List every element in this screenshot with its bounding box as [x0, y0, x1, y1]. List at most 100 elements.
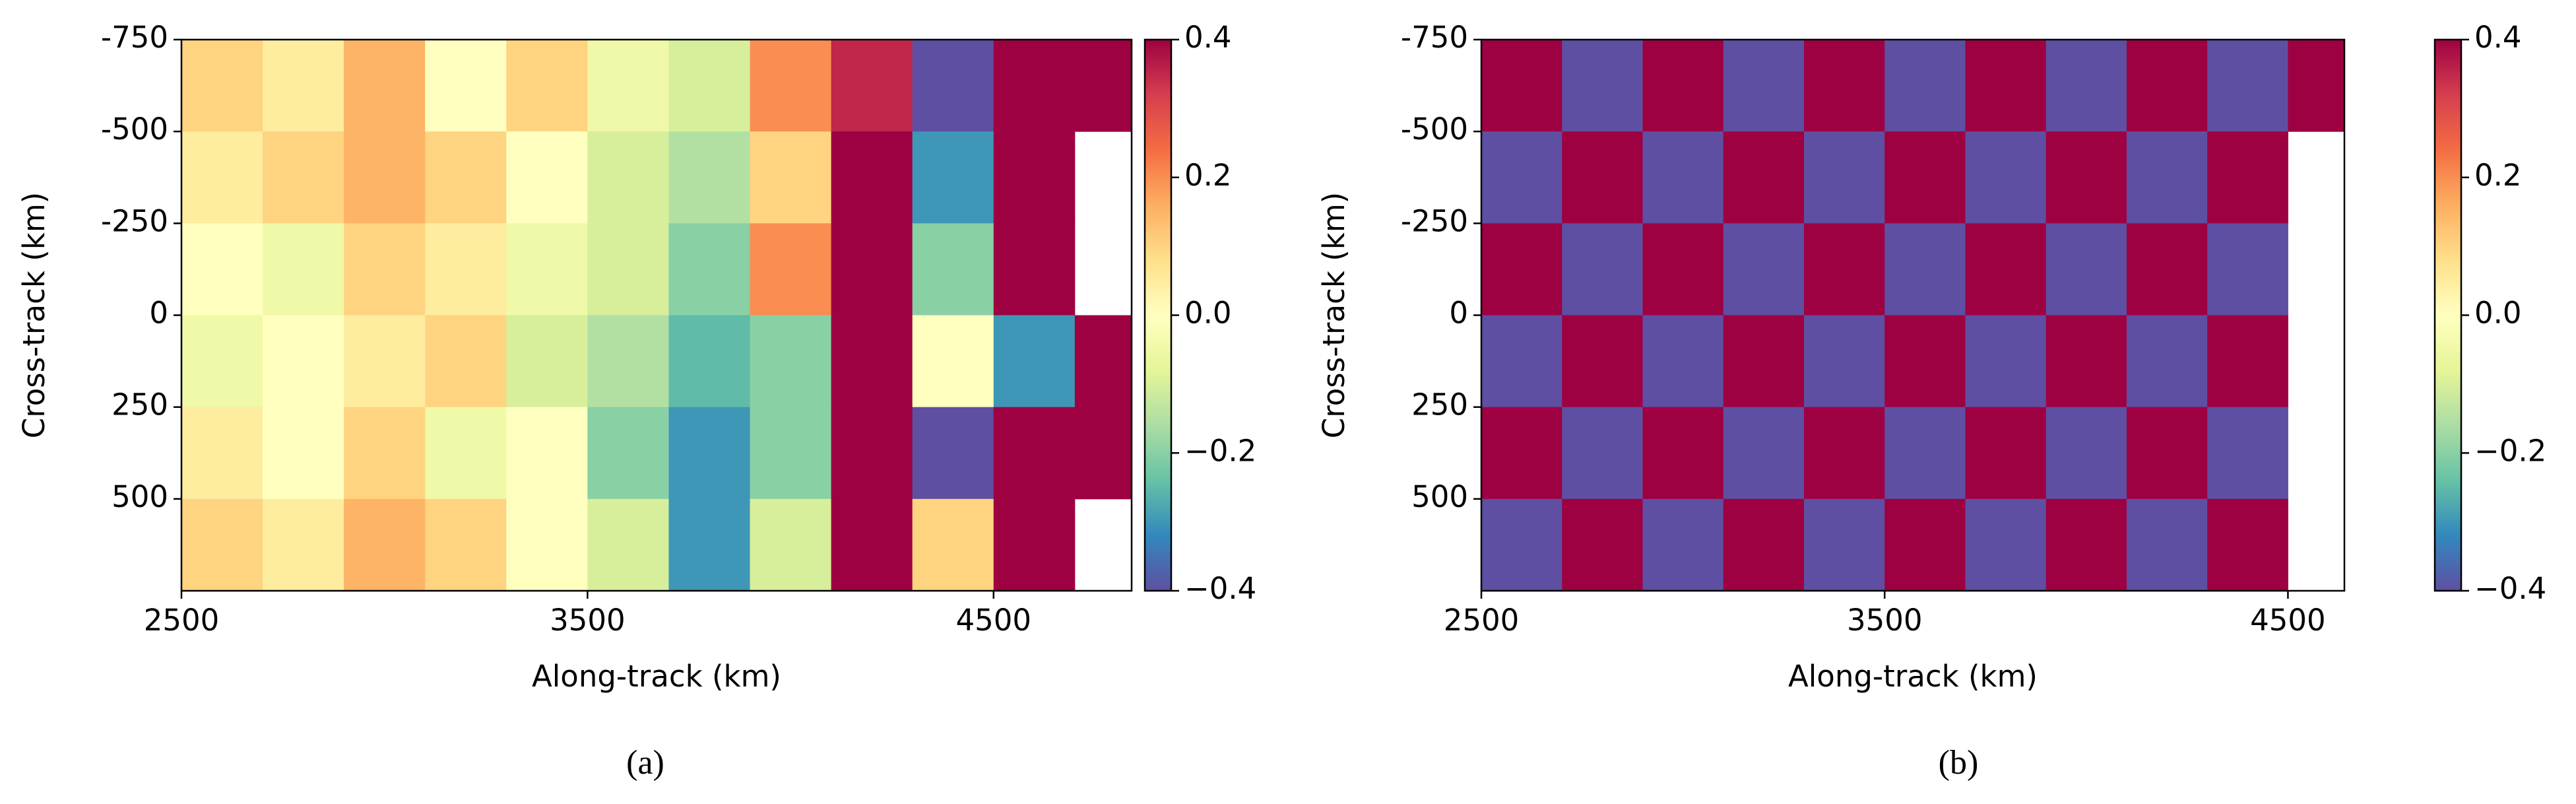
heatmap-cell	[506, 131, 588, 224]
heatmap-cell	[1965, 315, 2047, 408]
heatmap-cell	[2207, 315, 2288, 408]
heatmap-cell	[587, 223, 669, 316]
heatmap-cell	[1562, 498, 1643, 591]
colorbar-tick-label: 0.4	[2474, 20, 2522, 55]
heatmap-cell	[263, 131, 344, 224]
heatmap-cell	[506, 407, 588, 500]
heatmap-cell	[668, 223, 751, 316]
heatmap-cell	[263, 407, 344, 500]
heatmap-cell	[2288, 40, 2344, 132]
heatmap-cell	[344, 498, 426, 591]
heatmap-cell	[831, 223, 913, 316]
colorbar-tick-label: 0.0	[2474, 296, 2522, 331]
heatmap-cell	[344, 407, 426, 500]
y-tick-label: 250	[112, 387, 168, 422]
heatmap-cell	[1803, 40, 1885, 132]
heatmap-cell	[587, 315, 669, 408]
x-tick-label: 4500	[2250, 603, 2326, 638]
heatmap-cell	[344, 315, 426, 408]
heatmap-cell	[2045, 131, 2127, 224]
heatmap-cell	[831, 498, 913, 591]
x-tick-label: 2500	[1444, 603, 1520, 638]
heatmap-cell	[1562, 40, 1643, 132]
heatmap-cell	[587, 40, 669, 132]
heatmap-cell	[1723, 131, 1805, 224]
heatmap-cell	[181, 498, 263, 591]
heatmap-cell	[587, 407, 669, 500]
heatmap-cell	[2207, 40, 2288, 132]
heatmap-cell	[1884, 315, 1966, 408]
heatmap-cell	[506, 40, 588, 132]
heatmap-cell	[1562, 131, 1643, 224]
heatmap-cell	[2207, 407, 2288, 500]
heatmap-cell	[181, 223, 263, 316]
heatmap-cell	[1562, 315, 1643, 408]
y-tick-label: 500	[1411, 479, 1468, 514]
heatmap-cell	[1562, 223, 1643, 316]
heatmap-cell	[344, 223, 426, 316]
heatmap-cell	[1642, 498, 1724, 591]
heatmap-cell	[2207, 131, 2288, 224]
colorbar-tick-label: 0.0	[1184, 296, 1232, 331]
heatmap-cell	[993, 407, 1076, 500]
heatmap-cell	[1884, 498, 1966, 591]
heatmap-cell	[750, 131, 832, 224]
heatmap-cell	[2126, 40, 2208, 132]
heatmap-cell	[506, 498, 588, 591]
heatmap-cell	[2045, 498, 2127, 591]
y-tick-label: -250	[1401, 203, 1468, 238]
caption: (a)	[626, 744, 664, 782]
heatmap-cell	[506, 223, 588, 316]
colorbar-tick-label: −0.4	[1184, 571, 1256, 606]
heatmap-cell	[1074, 315, 1132, 408]
y-tick-label: -500	[1401, 112, 1468, 147]
heatmap-cell	[1642, 223, 1724, 316]
heatmap-cell	[181, 407, 263, 500]
heatmap-cell	[2207, 223, 2288, 316]
heatmap-cell	[993, 315, 1076, 408]
heatmap-cell	[668, 40, 751, 132]
heatmap-cell	[2045, 223, 2127, 316]
heatmap-cell	[1642, 131, 1724, 224]
heatmap-cell	[750, 498, 832, 591]
colorbar-tick-label: −0.4	[2474, 571, 2546, 606]
colorbar-tick-label: 0.2	[2474, 158, 2522, 193]
heatmap-cell	[912, 407, 994, 500]
heatmap-cell	[181, 40, 263, 132]
heatmap-cell	[1884, 131, 1966, 224]
heatmap-cell	[1803, 407, 1885, 500]
colorbar-tick-label: 0.2	[1184, 158, 1232, 193]
heatmap-cell	[750, 407, 832, 500]
heatmap-cell	[1965, 131, 2047, 224]
heatmap-cell	[263, 315, 344, 408]
heatmap-cell	[1481, 498, 1562, 591]
heatmap-cell	[2126, 315, 2208, 408]
heatmap-cell	[1642, 40, 1724, 132]
heatmap-cell	[2207, 498, 2288, 591]
heatmap-cell	[2126, 407, 2208, 500]
y-tick-label: 500	[112, 479, 168, 514]
heatmap-cell	[425, 40, 507, 132]
heatmap-cell	[750, 40, 832, 132]
heatmap-cell	[1965, 223, 2047, 316]
heatmap-cell	[2126, 498, 2208, 591]
heatmap-cell	[750, 315, 832, 408]
x-tick-label: 2500	[144, 603, 220, 638]
heatmap-cell	[181, 131, 263, 224]
heatmap-cell	[344, 131, 426, 224]
heatmap-cell	[587, 131, 669, 224]
colorbar-tick-label: −0.2	[1184, 433, 1256, 468]
heatmap-cell	[2045, 40, 2127, 132]
heatmap-cell	[1803, 315, 1885, 408]
heatmap-cell	[831, 407, 913, 500]
heatmap-cell	[668, 498, 751, 591]
y-axis-label: Cross-track (km)	[16, 192, 51, 438]
heatmap-cell	[993, 498, 1076, 591]
heatmap-cell	[912, 223, 994, 316]
heatmap-cell	[1965, 407, 2047, 500]
heatmap-cell	[1965, 40, 2047, 132]
heatmap-cell	[263, 40, 344, 132]
heatmap-cell	[425, 315, 507, 408]
